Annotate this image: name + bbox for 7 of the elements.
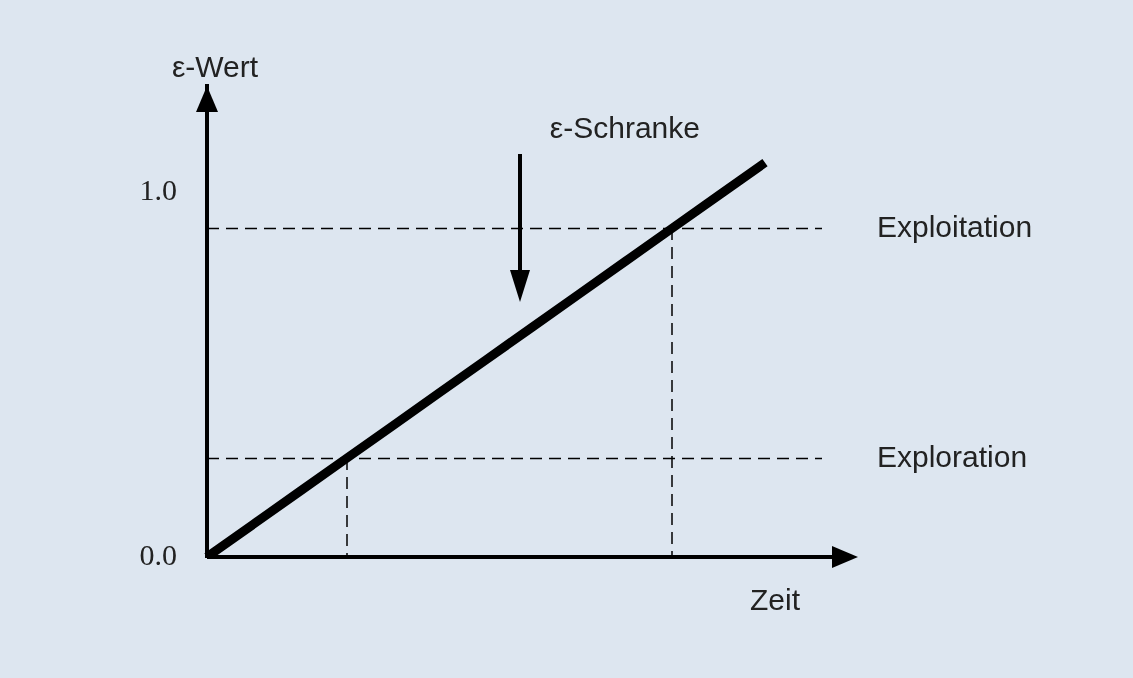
annotation: ε-Schranke xyxy=(549,111,700,145)
y-tick-label: 1.0 xyxy=(139,172,177,206)
y-tick-label: 0.0 xyxy=(139,537,177,571)
x-axis-title: Zeit xyxy=(749,583,801,617)
ref-line-label: Exploration xyxy=(877,439,1028,473)
ref-line-label: Exploitation xyxy=(877,209,1033,243)
y-axis-title: ε-Wert xyxy=(171,50,259,84)
